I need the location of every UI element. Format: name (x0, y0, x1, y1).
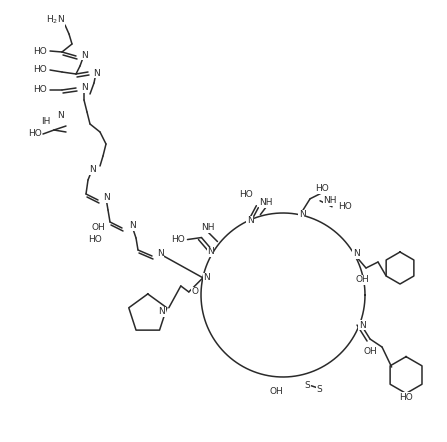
Text: N: N (156, 249, 163, 259)
Text: HO: HO (399, 392, 413, 401)
Text: N: N (207, 247, 214, 256)
Text: N: N (103, 194, 110, 202)
Text: S: S (304, 381, 310, 390)
Text: N: N (89, 165, 95, 175)
Text: OH: OH (270, 387, 284, 396)
Text: NH: NH (323, 196, 337, 205)
Text: HO: HO (88, 236, 102, 244)
Text: IH: IH (41, 118, 51, 126)
Text: N: N (80, 50, 87, 60)
Text: HO: HO (33, 65, 47, 75)
Text: HO: HO (172, 235, 186, 244)
Text: NH: NH (201, 223, 214, 232)
Text: NH: NH (260, 198, 273, 207)
Text: N: N (299, 210, 305, 219)
Text: HO: HO (338, 202, 352, 211)
Text: O: O (191, 287, 198, 297)
Text: HO: HO (315, 184, 329, 193)
Text: N: N (353, 249, 359, 259)
Text: N: N (93, 69, 99, 77)
Text: N: N (80, 84, 87, 92)
Text: S: S (316, 385, 322, 394)
Text: H$_2$N: H$_2$N (46, 14, 64, 26)
Text: N: N (129, 221, 135, 230)
Text: OH: OH (355, 275, 369, 285)
Text: N: N (57, 111, 63, 120)
Text: HO: HO (33, 85, 47, 95)
Text: HO: HO (240, 190, 253, 199)
Text: HO: HO (33, 46, 47, 56)
Text: N: N (247, 216, 254, 225)
Text: OH: OH (91, 224, 105, 232)
Text: OH: OH (363, 347, 377, 355)
Text: HO: HO (28, 130, 42, 138)
Text: N: N (158, 308, 165, 316)
Text: N: N (358, 320, 366, 330)
Text: N: N (203, 274, 210, 282)
